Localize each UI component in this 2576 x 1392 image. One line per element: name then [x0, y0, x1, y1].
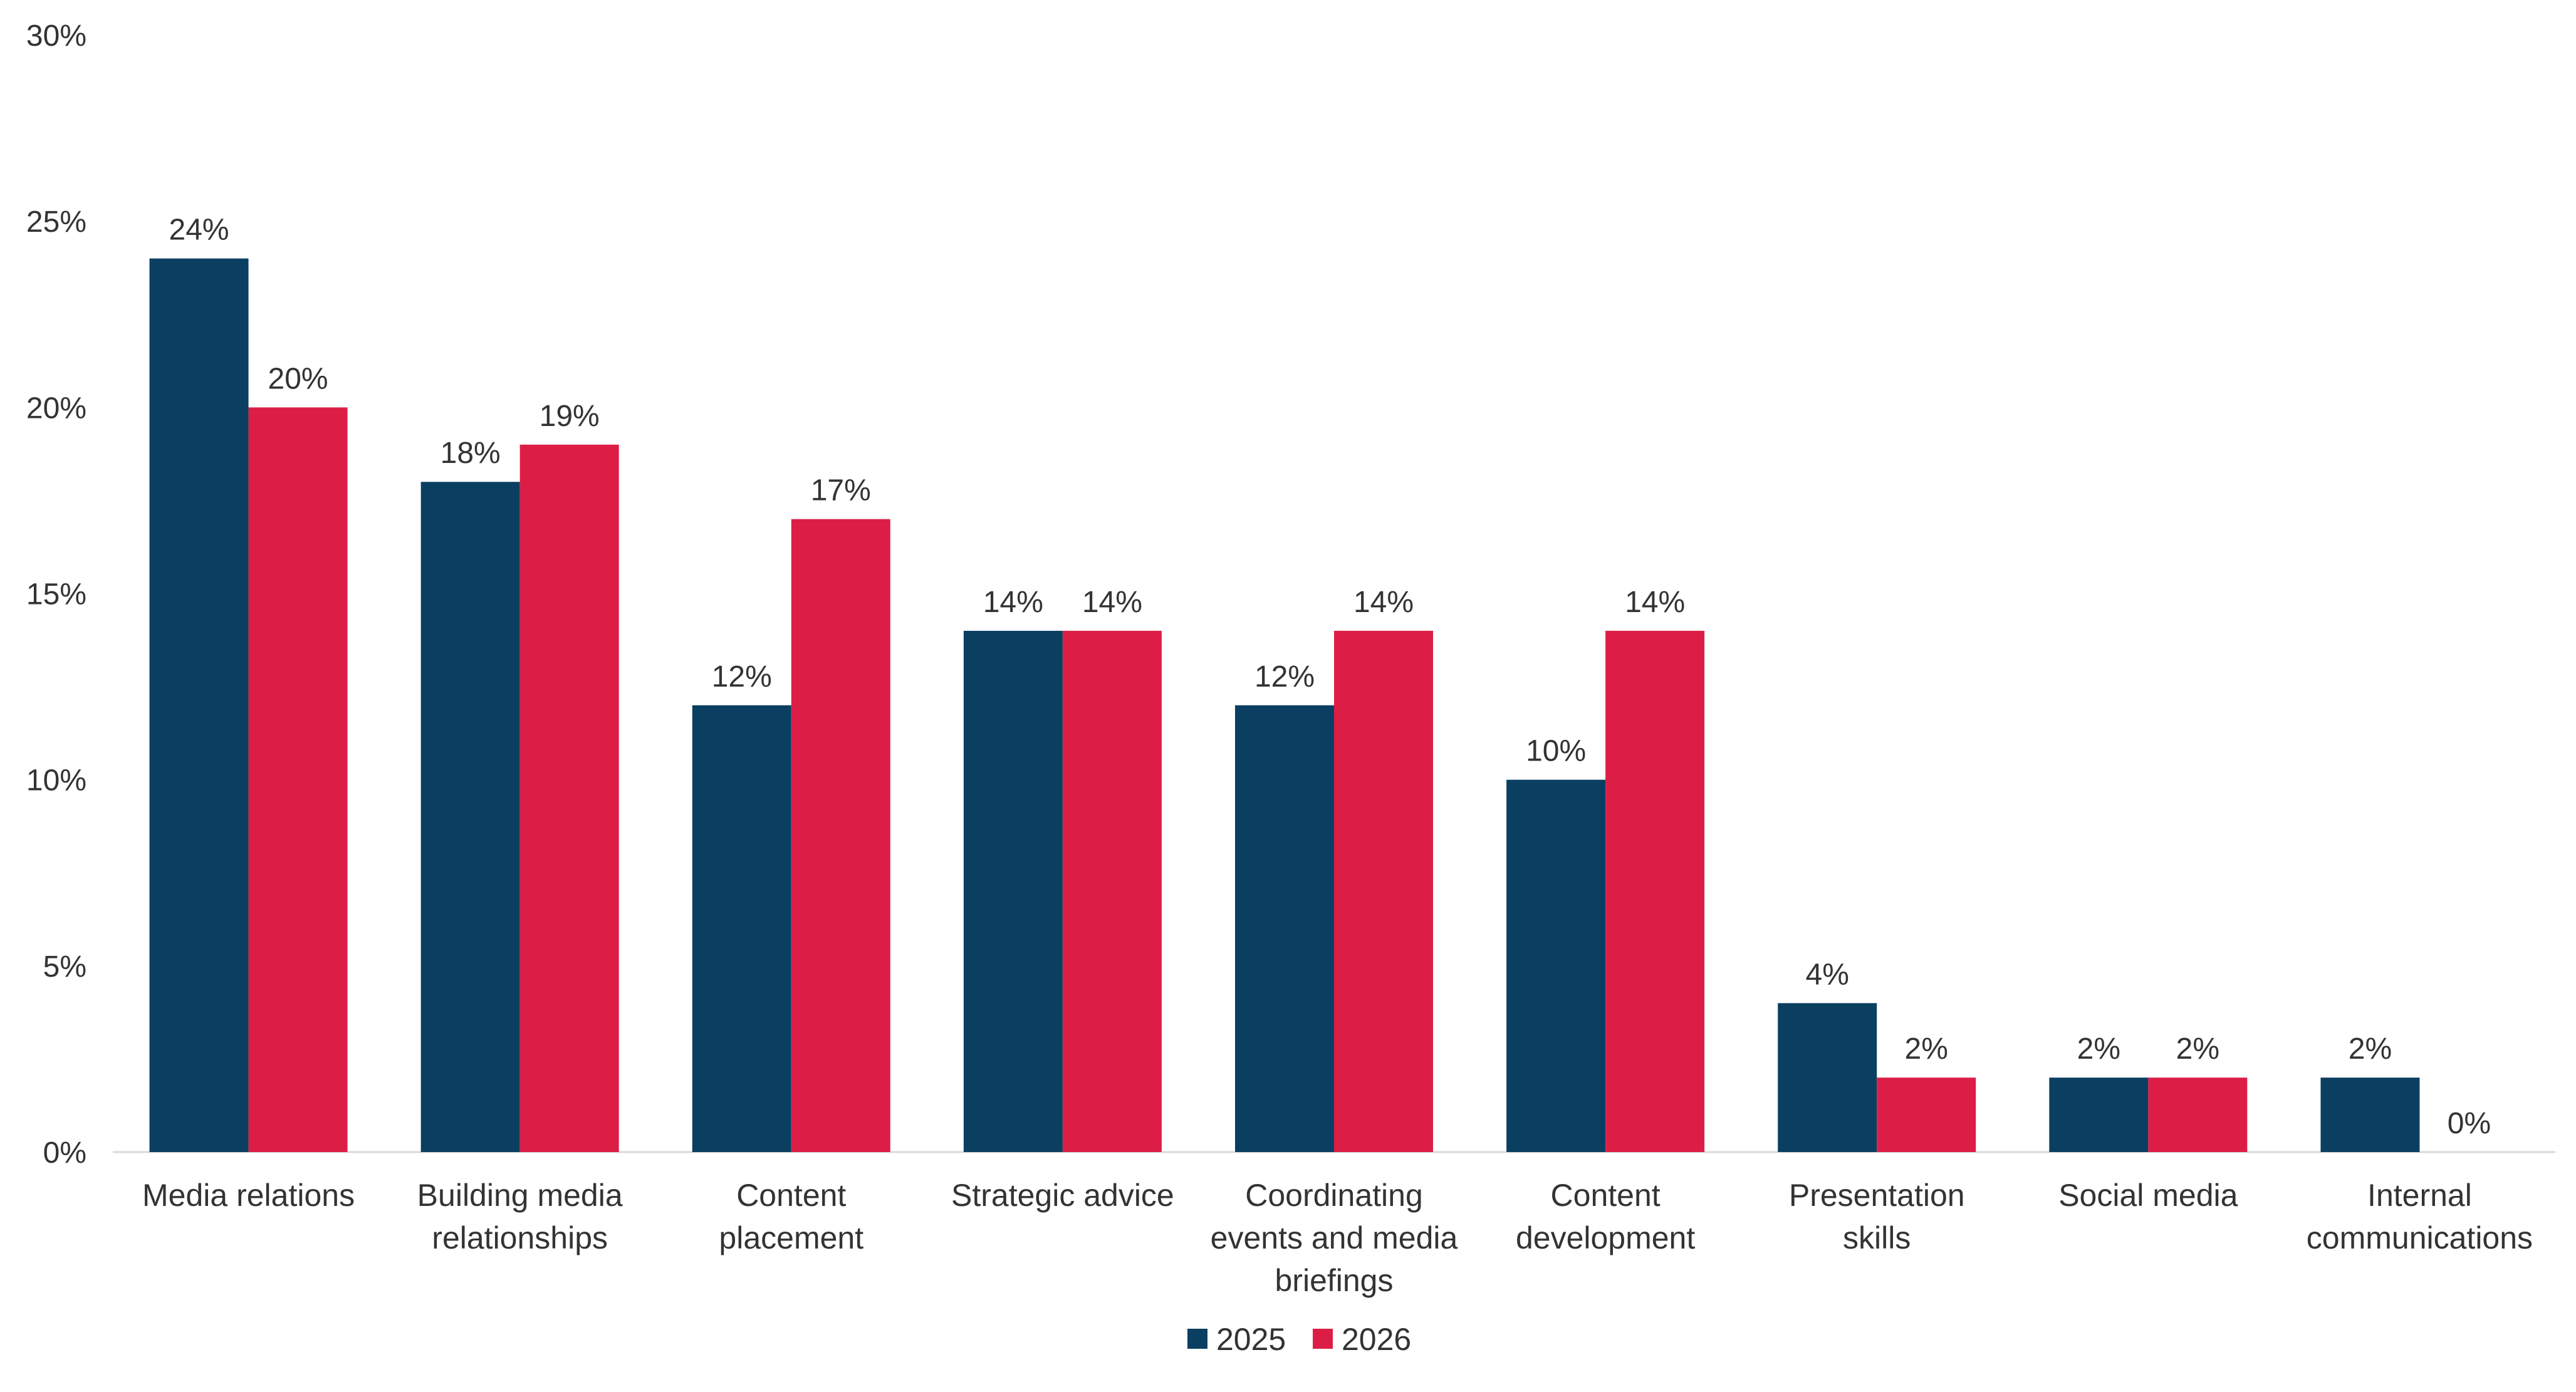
y-tick-label: 25% [26, 205, 86, 239]
category-label-line: briefings [1275, 1263, 1394, 1298]
category-label-line: communications [2307, 1220, 2533, 1255]
category-label: Media relations [142, 1178, 355, 1213]
category-label: Content development [1516, 1178, 1695, 1255]
category-label-line: skills [1843, 1220, 1911, 1255]
bar-2025-1 [420, 482, 520, 1153]
bar-2026-4 [1334, 630, 1433, 1152]
bar-2026-6 [1877, 1078, 1976, 1152]
category-label-line: Building media [417, 1178, 623, 1213]
category-label-line: Media relations [142, 1178, 355, 1213]
bar-2026-1 [519, 444, 619, 1153]
category-label: Strategic advice [951, 1178, 1174, 1213]
data-label-2026-2: 17% [811, 474, 871, 507]
legend-label-2025: 2025 [1216, 1322, 1286, 1357]
y-tick-label: 10% [26, 764, 86, 797]
data-label-2026-5: 14% [1625, 586, 1685, 619]
y-tick-label: 30% [26, 19, 86, 53]
data-label-2026-4: 14% [1353, 586, 1414, 619]
bar-2025-4 [1235, 705, 1334, 1152]
y-tick-label: 5% [43, 950, 86, 984]
data-label-2025-4: 12% [1254, 660, 1315, 693]
bar-2026-5 [1605, 630, 1705, 1152]
legend-swatch-2026 [1313, 1329, 1333, 1349]
category-label: Presentation skills [1789, 1178, 1965, 1255]
bar-2025-0 [149, 258, 249, 1153]
y-tick-label: 20% [26, 392, 86, 425]
bar-2025-3 [963, 630, 1063, 1152]
data-label-2025-8: 2% [2349, 1032, 2392, 1066]
data-label-2025-5: 10% [1526, 735, 1586, 768]
bar-2025-8 [2320, 1078, 2420, 1152]
category-label-line: development [1516, 1220, 1695, 1255]
data-labels: 24% 18% 12% 14% 12% 10% 4% 2% 2% 20% 19% 17% 14% 14% 1… [169, 214, 2491, 1140]
data-label-2025-3: 14% [983, 586, 1043, 619]
category-label: Content placement [719, 1178, 863, 1255]
category-label: Coordinating events and media briefings [1211, 1178, 1458, 1298]
data-label-2026-1: 19% [540, 400, 600, 433]
category-labels: Media relations Building media relationshi… [142, 1178, 2533, 1298]
bar-2025-6 [1778, 1003, 1877, 1152]
category-label-line: Internal [2367, 1178, 2472, 1213]
category-label: Social media [2058, 1178, 2238, 1213]
category-label: Internal communications [2307, 1178, 2533, 1255]
bar-2026-2 [791, 519, 890, 1152]
legend: 2025 2026 [1187, 1322, 1411, 1357]
category-label-line: Presentation [1789, 1178, 1965, 1213]
bar-2025-2 [692, 705, 791, 1152]
data-label-2025-1: 18% [441, 437, 501, 470]
data-label-2026-0: 20% [268, 362, 328, 395]
category-label-line: Social media [2058, 1178, 2238, 1213]
bars [149, 258, 2420, 1153]
y-tick-label: 15% [26, 578, 86, 611]
category-label-line: placement [719, 1220, 863, 1255]
bar-2026-3 [1062, 630, 1162, 1152]
data-label-2026-8: 0% [2448, 1107, 2491, 1140]
bar-2025-5 [1506, 779, 1606, 1152]
bar-2026-7 [2148, 1078, 2248, 1152]
category-label-line: events and media [1211, 1220, 1458, 1255]
legend-label-2026: 2026 [1342, 1322, 1411, 1357]
bar-2025-7 [2049, 1078, 2149, 1152]
bar-2026-0 [248, 407, 348, 1153]
data-label-2025-6: 4% [1806, 958, 1849, 991]
category-label: Building media relationships [417, 1178, 623, 1255]
y-axis: 0% 5% 10% 15% 20% 25% 30% [26, 19, 86, 1170]
category-label-line: Coordinating [1245, 1178, 1423, 1213]
category-label-line: Content [736, 1178, 846, 1213]
data-label-2025-0: 24% [169, 214, 229, 247]
category-label-line: relationships [432, 1220, 608, 1255]
y-tick-label: 0% [43, 1136, 86, 1170]
data-label-2026-6: 2% [1905, 1032, 1948, 1066]
legend-swatch-2025 [1187, 1329, 1207, 1349]
data-label-2025-7: 2% [2077, 1032, 2120, 1066]
data-label-2025-2: 12% [712, 660, 772, 693]
data-label-2026-7: 2% [2176, 1032, 2219, 1066]
category-label-line: Strategic advice [951, 1178, 1174, 1213]
data-label-2026-3: 14% [1082, 586, 1142, 619]
category-label-line: Content [1551, 1178, 1661, 1213]
